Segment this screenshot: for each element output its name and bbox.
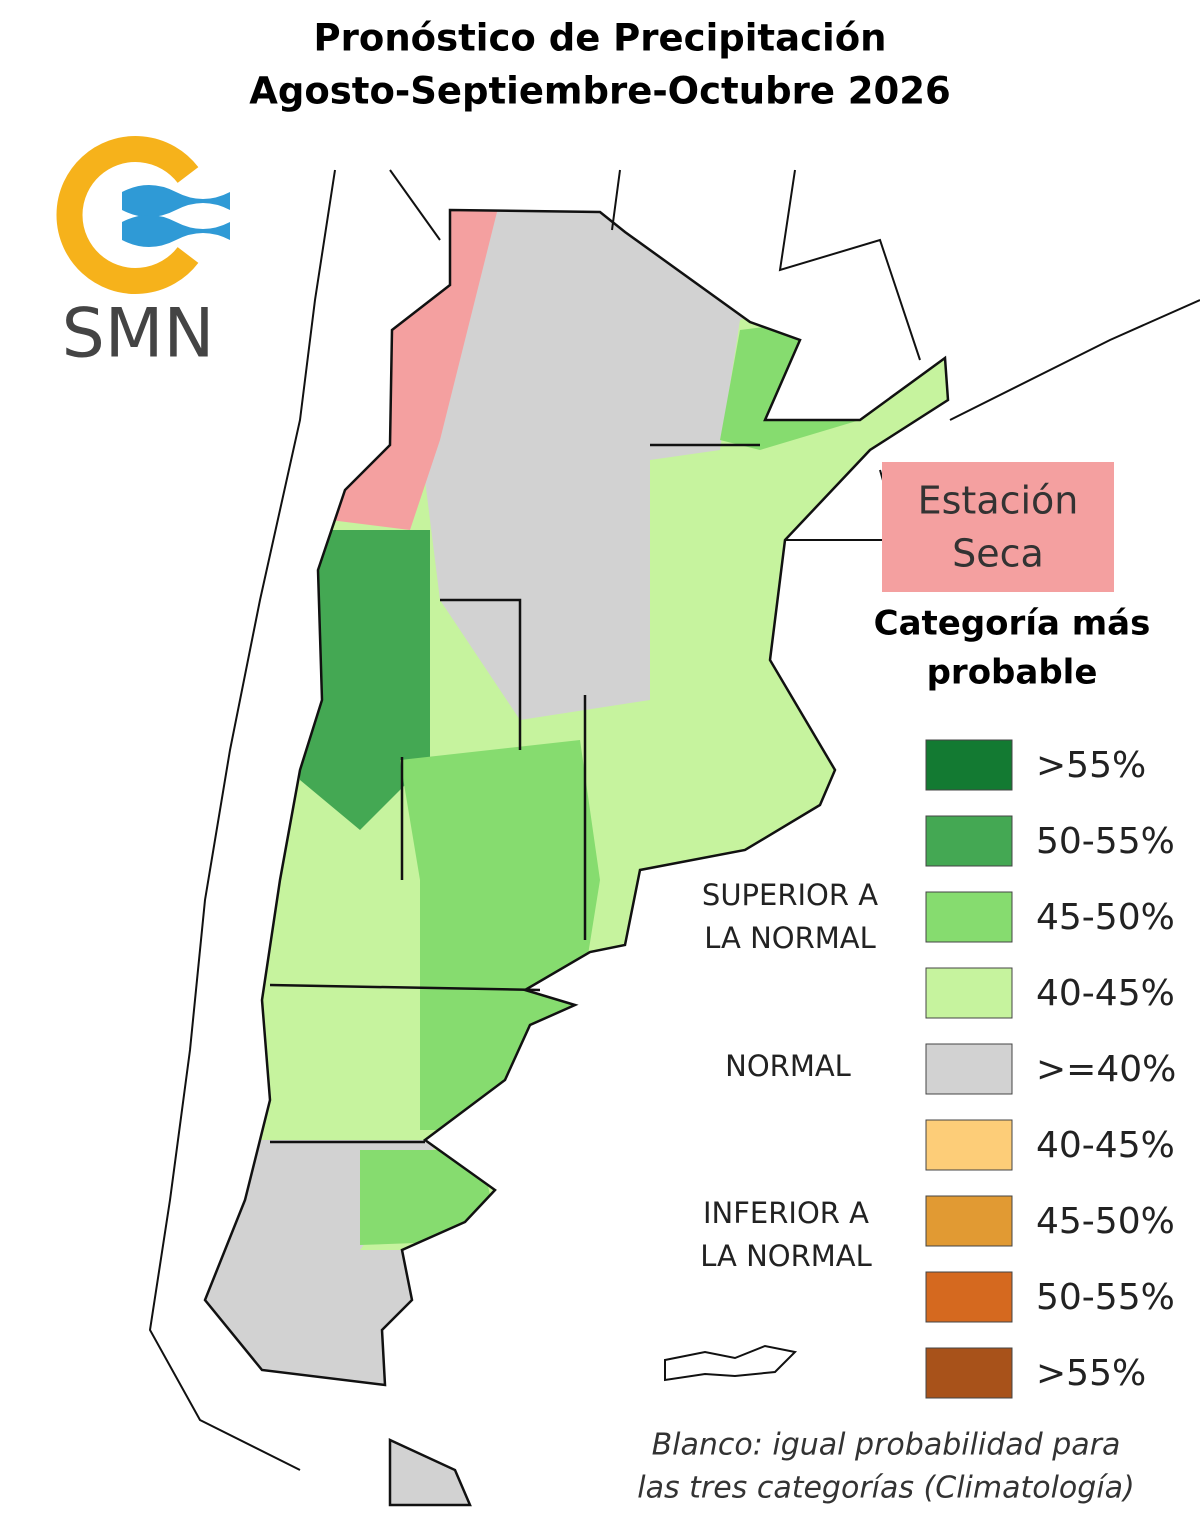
group-label: LA NORMAL bbox=[704, 921, 876, 955]
legend-label: >55% bbox=[1036, 745, 1146, 786]
footnote: Blanco: igual probabilidad para bbox=[652, 1428, 1121, 1463]
group-label: NORMAL bbox=[725, 1049, 851, 1083]
group-label: SUPERIOR A bbox=[702, 878, 878, 912]
legend-label: 50-55% bbox=[1036, 821, 1175, 862]
legend-label: 45-50% bbox=[1036, 1201, 1175, 1242]
dry-season-label: Estación bbox=[918, 479, 1079, 523]
legend-title: probable bbox=[927, 653, 1098, 693]
legend: >55% 50-55% 45-50% 40-45% >=40% 40-45% 45-50% 5… bbox=[925, 739, 1176, 1399]
dry-season-label: Seca bbox=[952, 532, 1044, 576]
title: Pronóstico de Precipitación bbox=[314, 17, 887, 60]
legend-swatch bbox=[925, 1195, 1013, 1247]
dry-season-box bbox=[882, 462, 1114, 592]
legend-swatch bbox=[925, 1119, 1013, 1171]
group-label: INFERIOR A bbox=[703, 1196, 869, 1230]
title: Agosto-Septiembre-Octubre 2026 bbox=[249, 70, 951, 113]
legend-swatch bbox=[925, 967, 1013, 1019]
legend-label: >55% bbox=[1036, 1353, 1146, 1394]
legend-swatch bbox=[925, 1347, 1013, 1399]
legend-label: >=40% bbox=[1036, 1049, 1176, 1090]
legend-label: 40-45% bbox=[1036, 973, 1175, 1014]
legend-title: Categoría más bbox=[874, 604, 1151, 644]
legend-swatch bbox=[925, 891, 1013, 943]
legend-swatch bbox=[925, 815, 1013, 867]
legend-swatch bbox=[925, 1271, 1013, 1323]
footnote: las tres categorías (Climatología) bbox=[637, 1471, 1135, 1506]
legend-label: 45-50% bbox=[1036, 897, 1175, 938]
legend-label: 40-45% bbox=[1036, 1125, 1175, 1166]
logo-text: SMN bbox=[62, 295, 215, 374]
group-label: LA NORMAL bbox=[700, 1239, 872, 1273]
logo: SMN bbox=[56, 136, 230, 374]
legend-swatch bbox=[925, 1043, 1013, 1095]
legend-label: 50-55% bbox=[1036, 1277, 1175, 1318]
legend-swatch bbox=[925, 739, 1013, 791]
